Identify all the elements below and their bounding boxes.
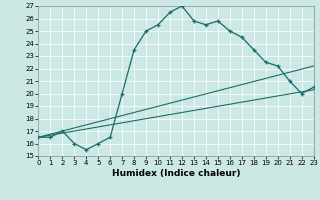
X-axis label: Humidex (Indice chaleur): Humidex (Indice chaleur) — [112, 169, 240, 178]
